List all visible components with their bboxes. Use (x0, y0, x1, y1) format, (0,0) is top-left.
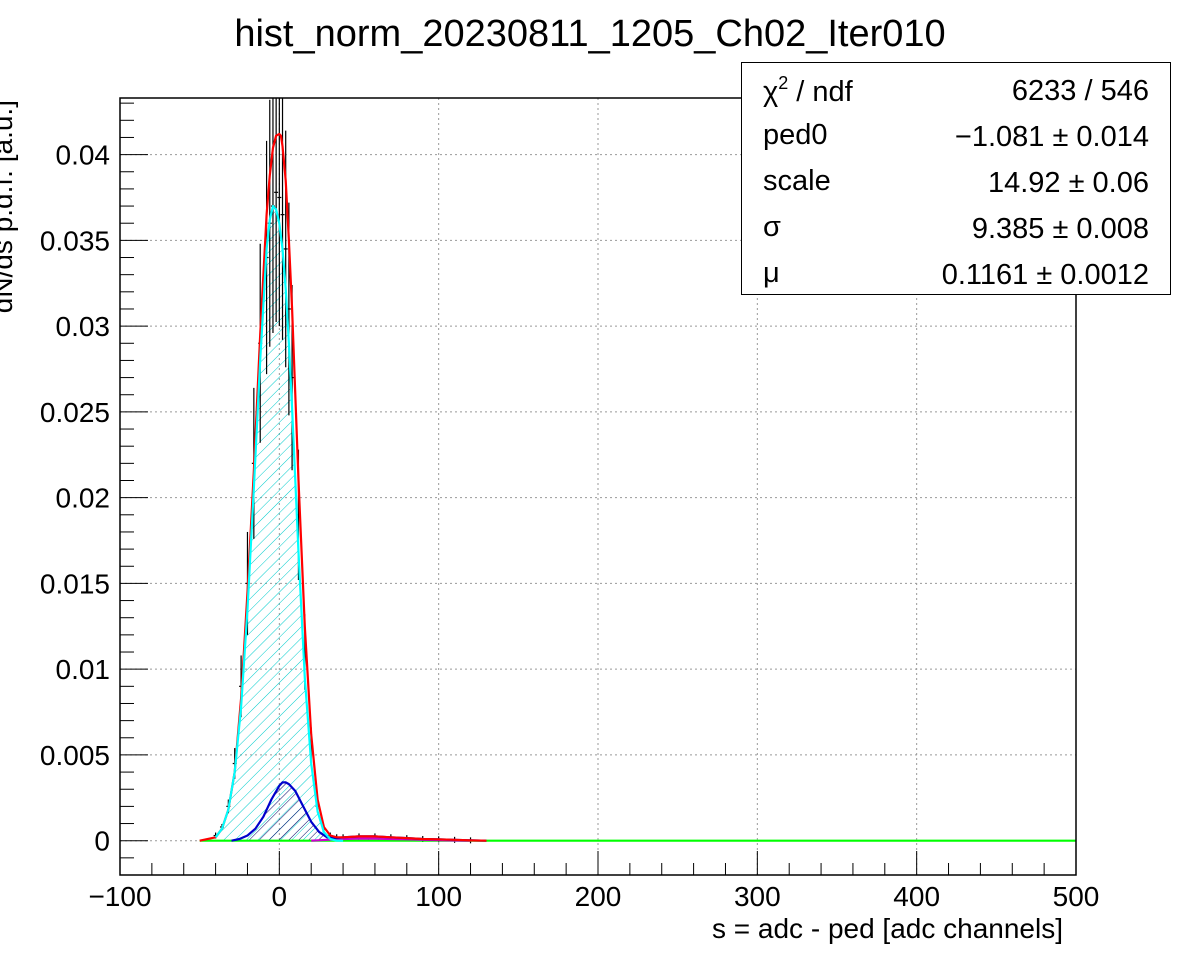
x-tick-label: 100 (415, 881, 462, 912)
y-tick-label: 0.035 (40, 225, 110, 256)
y-tick-label: 0.04 (56, 140, 111, 171)
y-tick-label: 0.015 (40, 568, 110, 599)
stat-value: 0.1161 ± 0.0012 (941, 259, 1149, 291)
stat-name: ped0 (763, 119, 828, 151)
stat-row: ped0 −1.081 ± 0.014 (742, 113, 1170, 159)
stat-row: χ2 / ndf 6233 / 546 (742, 67, 1170, 113)
stat-name: σ (763, 211, 781, 243)
x-tick-label: 500 (1053, 881, 1100, 912)
x-tick-label: 200 (575, 881, 622, 912)
y-tick-label: 0.03 (56, 311, 111, 342)
stat-value: 6233 / 546 (1011, 75, 1149, 107)
x-tick-label: −100 (88, 881, 151, 912)
y-tick-label: 0 (94, 826, 110, 857)
x-axis-title: s = adc - ped [adc channels] (712, 913, 1063, 944)
fit-stats-box: χ2 / ndf 6233 / 546 ped0 −1.081 ± 0.014 scal… (741, 62, 1171, 295)
x-tick-label: 400 (893, 881, 940, 912)
series-layer (199, 98, 1076, 844)
y-tick-label: 0.01 (56, 654, 111, 685)
x-tick-label: 300 (734, 881, 781, 912)
tick-labels: −100 0 100 200 300 400 500 0 0.005 0.01 0.015 0.02 0… (40, 140, 1099, 912)
axis-ticks (119, 102, 1077, 876)
y-tick-label: 0.025 (40, 397, 110, 428)
stat-value: 9.385 ± 0.008 (971, 213, 1149, 245)
stat-name: χ2 / ndf (763, 73, 853, 108)
y-tick-label: 0.005 (40, 740, 110, 771)
stat-name: scale (763, 165, 831, 197)
y-tick-label: 0.02 (56, 483, 111, 514)
stat-value: 14.92 ± 0.06 (987, 167, 1149, 199)
series-2-line (214, 205, 344, 842)
x-tick-label: 0 (272, 881, 288, 912)
stat-row: scale 14.92 ± 0.06 (742, 159, 1170, 205)
y-axis-title: dN/ds p.d.f. [a.u.] (0, 100, 18, 313)
series-3-hatch-area (231, 782, 487, 841)
chart-title: hist_norm_20230811_1205_Ch02_Iter010 (234, 13, 945, 55)
stat-value: −1.081 ± 0.014 (954, 121, 1149, 153)
stat-name: μ (763, 257, 780, 289)
series-2-hatch-area (215, 206, 344, 841)
stat-row: σ 9.385 ± 0.008 (742, 205, 1170, 251)
stat-row: μ 0.1161 ± 0.0012 (742, 251, 1170, 297)
